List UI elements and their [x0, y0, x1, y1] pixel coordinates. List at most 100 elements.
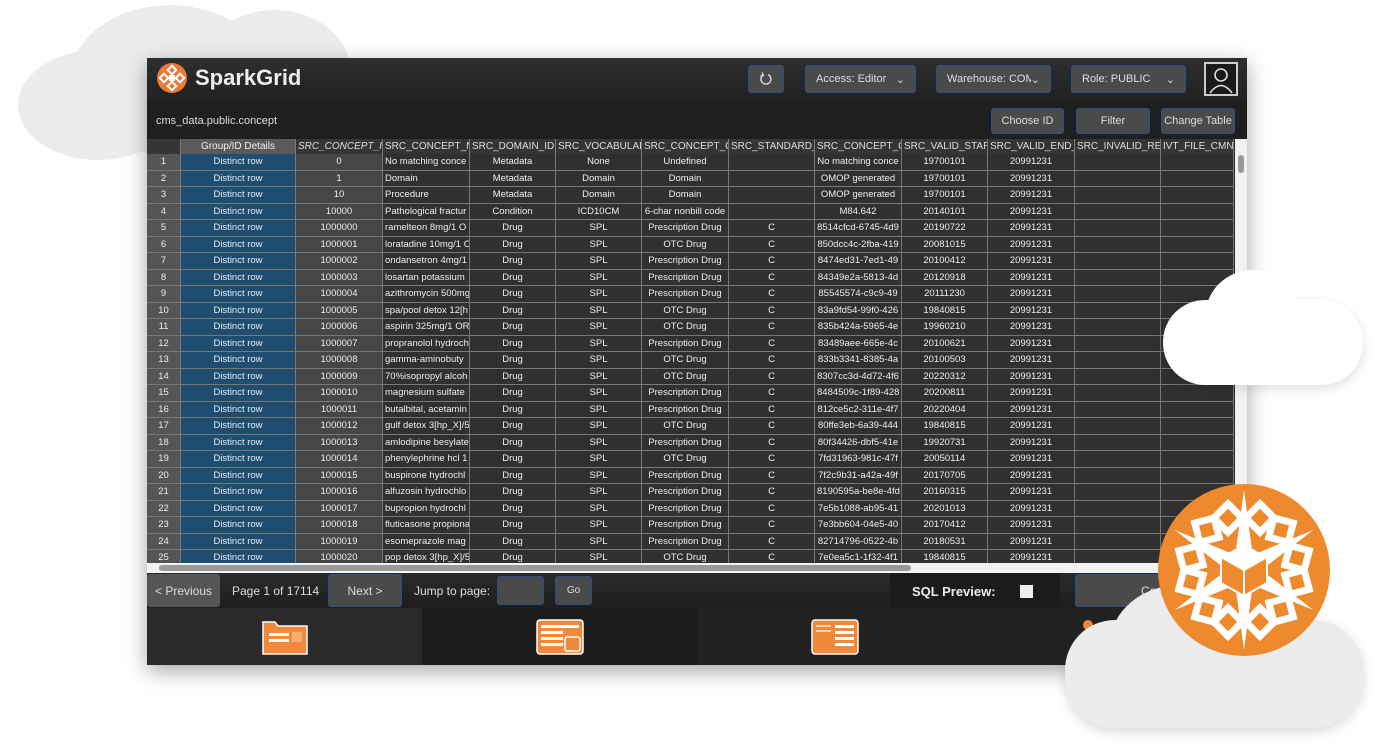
group-id-cell[interactable]: Distinct row: [181, 203, 296, 220]
grid-cell[interactable]: [1161, 203, 1234, 220]
grid-cell[interactable]: aspirin 325mg/1 OR: [383, 319, 470, 336]
row-number[interactable]: 10: [147, 302, 181, 319]
grid-cell[interactable]: [1075, 434, 1161, 451]
grid-cell[interactable]: 1000009: [296, 368, 383, 385]
grid-cell[interactable]: phenylephrine hcl 1: [383, 451, 470, 468]
grid-cell[interactable]: 20991231: [988, 302, 1075, 319]
table-row[interactable]: 11 Distinct row 1000006 aspirin 325mg/1 OR D…: [147, 319, 1234, 336]
grid-cell[interactable]: C: [729, 550, 815, 563]
grid-cell[interactable]: 8514cfcd-6745-4d9: [815, 220, 902, 237]
grid-cell[interactable]: gulf detox 3[hp_X]/5: [383, 418, 470, 435]
grid-cell[interactable]: 1000001: [296, 236, 383, 253]
grid-cell[interactable]: 1000019: [296, 533, 383, 550]
grid-cell[interactable]: 20160315: [902, 484, 988, 501]
grid-cell[interactable]: SPL: [556, 319, 642, 336]
grid-cell[interactable]: C: [729, 253, 815, 270]
group-id-cell[interactable]: Distinct row: [181, 517, 296, 534]
grid-cell[interactable]: 20200811: [902, 385, 988, 402]
grid-cell[interactable]: Drug: [470, 368, 556, 385]
table-row[interactable]: 25 Distinct row 1000020 pop detox 3[hp_X]/5…: [147, 550, 1234, 563]
grid-cell[interactable]: [1075, 253, 1161, 270]
grid-cell[interactable]: 20100503: [902, 352, 988, 369]
table-row[interactable]: 19 Distinct row 1000014 phenylephrine hcl 1…: [147, 451, 1234, 468]
grid-cell[interactable]: OTC Drug: [642, 236, 729, 253]
grid-cell[interactable]: 20991231: [988, 269, 1075, 286]
role-select[interactable]: Role: PUBLIC ⌄: [1071, 65, 1186, 93]
table-row[interactable]: 15 Distinct row 1000010 magnesium sulfate Dr…: [147, 385, 1234, 402]
grid-cell[interactable]: 1000010: [296, 385, 383, 402]
row-number[interactable]: 15: [147, 385, 181, 402]
row-number[interactable]: 14: [147, 368, 181, 385]
grid-cell[interactable]: Metadata: [470, 187, 556, 204]
grid-cell[interactable]: [1075, 286, 1161, 303]
grid-cell[interactable]: 19700101: [902, 154, 988, 171]
table-row[interactable]: 16 Distinct row 1000011 butalbital, acetami…: [147, 401, 1234, 418]
grid-cell[interactable]: 20081015: [902, 236, 988, 253]
grid-cell[interactable]: 20991231: [988, 517, 1075, 534]
grid-cell[interactable]: C: [729, 467, 815, 484]
grid-cell[interactable]: 20991231: [988, 533, 1075, 550]
table-row[interactable]: 7 Distinct row 1000002 ondansetron 4mg/1 Dru…: [147, 253, 1234, 270]
grid-cell[interactable]: 1000000: [296, 220, 383, 237]
next-page-button[interactable]: Next >: [328, 574, 402, 607]
grid-cell[interactable]: 8484509c-1f89-428: [815, 385, 902, 402]
grid-cell[interactable]: SPL: [556, 434, 642, 451]
grid-cell[interactable]: [1075, 154, 1161, 171]
grid-cell[interactable]: Prescription Drug: [642, 220, 729, 237]
grid-cell[interactable]: C: [729, 418, 815, 435]
grid-cell[interactable]: M84.642: [815, 203, 902, 220]
group-id-cell[interactable]: Distinct row: [181, 170, 296, 187]
grid-cell[interactable]: 20120918: [902, 269, 988, 286]
group-id-cell[interactable]: Distinct row: [181, 385, 296, 402]
grid-cell[interactable]: SPL: [556, 533, 642, 550]
row-number[interactable]: 11: [147, 319, 181, 336]
grid-cell[interactable]: 83a9fd54-99f0-426: [815, 302, 902, 319]
table-row[interactable]: 17 Distinct row 1000012 gulf detox 3[hp_X]/…: [147, 418, 1234, 435]
grid-cell[interactable]: [1075, 335, 1161, 352]
grid-cell[interactable]: No matching conce: [383, 154, 470, 171]
grid-cell[interactable]: buspirone hydrochl: [383, 467, 470, 484]
grid-cell[interactable]: 1000020: [296, 550, 383, 563]
grid-cell[interactable]: [1075, 170, 1161, 187]
grid-cell[interactable]: SPL: [556, 253, 642, 270]
grid-cell[interactable]: 20220404: [902, 401, 988, 418]
row-number[interactable]: 18: [147, 434, 181, 451]
table-row[interactable]: 5 Distinct row 1000000 ramelteon 8mg/1 O Dru…: [147, 220, 1234, 237]
grid-cell[interactable]: C: [729, 484, 815, 501]
table-row[interactable]: 3 Distinct row 10 Procedure Metadata Domain Do…: [147, 187, 1234, 204]
grid-cell[interactable]: Domain: [383, 170, 470, 187]
change-table-button[interactable]: Change Table: [1161, 108, 1235, 134]
grid-cell[interactable]: [1161, 236, 1234, 253]
group-id-cell[interactable]: Distinct row: [181, 352, 296, 369]
grid-cell[interactable]: OTC Drug: [642, 451, 729, 468]
grid-cell[interactable]: Drug: [470, 517, 556, 534]
grid-cell[interactable]: Pathological fractur: [383, 203, 470, 220]
grid-cell[interactable]: 82714796-0522-4b: [815, 533, 902, 550]
grid-cell[interactable]: 20991231: [988, 550, 1075, 563]
grid-cell[interactable]: Drug: [470, 467, 556, 484]
table-row[interactable]: 13 Distinct row 1000008 gamma-aminobuty Drug…: [147, 352, 1234, 369]
go-button[interactable]: Go: [555, 576, 592, 605]
grid-cell[interactable]: 8307cc3d-4d72-4f6: [815, 368, 902, 385]
grid-cell[interactable]: SPL: [556, 484, 642, 501]
row-number[interactable]: 8: [147, 269, 181, 286]
grid-cell[interactable]: Drug: [470, 418, 556, 435]
group-id-cell[interactable]: Distinct row: [181, 467, 296, 484]
grid-cell[interactable]: Metadata: [470, 154, 556, 171]
grid-cell[interactable]: [1075, 236, 1161, 253]
grid-cell[interactable]: Prescription Drug: [642, 269, 729, 286]
grid-cell[interactable]: 1000011: [296, 401, 383, 418]
grid-cell[interactable]: Prescription Drug: [642, 286, 729, 303]
grid-cell[interactable]: 20991231: [988, 220, 1075, 237]
grid-cell[interactable]: Drug: [470, 352, 556, 369]
grid-cell[interactable]: OMOP generated: [815, 187, 902, 204]
grid-cell[interactable]: SPL: [556, 517, 642, 534]
grid-cell[interactable]: 20991231: [988, 335, 1075, 352]
grid-cell[interactable]: [1075, 220, 1161, 237]
previous-page-button[interactable]: < Previous: [147, 574, 220, 607]
horizontal-scrollbar[interactable]: [147, 563, 1247, 573]
row-number[interactable]: 12: [147, 335, 181, 352]
grid-cell[interactable]: alfuzosin hydrochlo: [383, 484, 470, 501]
grid-cell[interactable]: 20991231: [988, 319, 1075, 336]
grid-cell[interactable]: Drug: [470, 484, 556, 501]
